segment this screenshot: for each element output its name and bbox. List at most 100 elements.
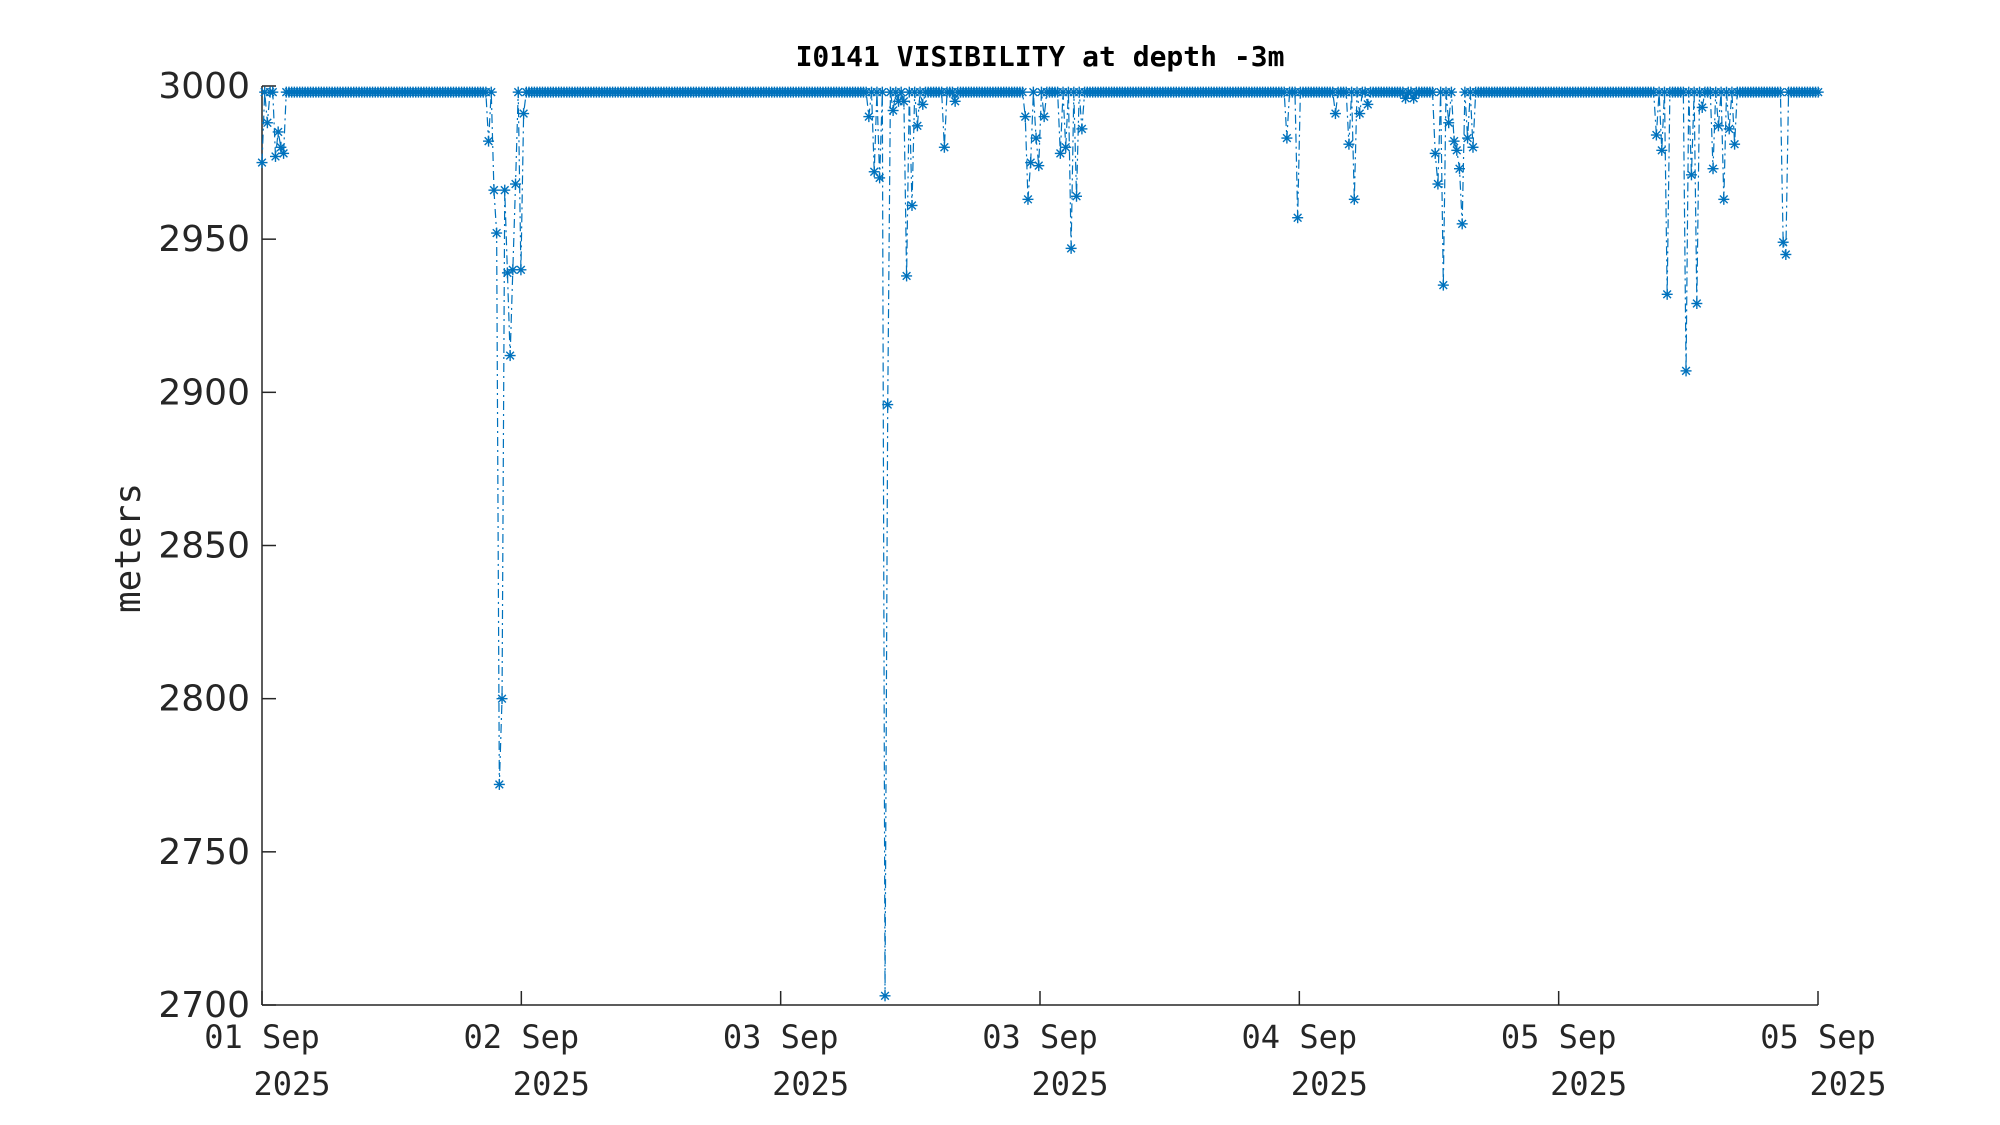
data-point bbox=[1076, 123, 1088, 135]
data-point bbox=[485, 86, 497, 98]
data-point bbox=[1712, 120, 1724, 132]
data-point bbox=[879, 990, 891, 1002]
data-point bbox=[483, 135, 495, 147]
y-tick-label: 2850 bbox=[158, 526, 250, 567]
data-point bbox=[1022, 193, 1034, 205]
data-point bbox=[1696, 101, 1708, 113]
x-tick-label-date: 03 Sep bbox=[723, 1018, 839, 1056]
data-point bbox=[1017, 86, 1029, 98]
series-line bbox=[261, 89, 1819, 996]
data-point bbox=[895, 86, 907, 98]
data-point bbox=[278, 147, 290, 159]
y-tick-label: 2750 bbox=[158, 832, 250, 873]
data-point bbox=[1437, 279, 1449, 291]
x-tick-label-year: 2025 bbox=[1291, 1065, 1368, 1103]
data-point bbox=[1443, 117, 1455, 129]
data-point bbox=[1362, 98, 1374, 110]
data-point bbox=[1812, 86, 1824, 98]
chart-title: I0141 VISIBILITY at depth -3m bbox=[796, 40, 1285, 73]
series-markers bbox=[256, 86, 1824, 1002]
data-point bbox=[1685, 169, 1697, 181]
x-tick-label-date: 05 Sep bbox=[1760, 1018, 1876, 1056]
data-point bbox=[1348, 193, 1360, 205]
data-point bbox=[1661, 288, 1673, 300]
y-tick-label: 2900 bbox=[158, 372, 250, 413]
data-point bbox=[256, 157, 268, 169]
data-point bbox=[911, 120, 923, 132]
y-tick-label: 3000 bbox=[158, 66, 250, 107]
x-tick-label-year: 2025 bbox=[1809, 1065, 1886, 1103]
data-point bbox=[882, 399, 894, 411]
data-point bbox=[510, 178, 522, 190]
data-point bbox=[1777, 236, 1789, 248]
data-point bbox=[491, 227, 503, 239]
data-point bbox=[1329, 108, 1341, 120]
data-point bbox=[938, 141, 950, 153]
data-point bbox=[1462, 132, 1474, 144]
data-point bbox=[887, 105, 899, 117]
x-tick-label-year: 2025 bbox=[1550, 1065, 1627, 1103]
data-point bbox=[1445, 86, 1457, 98]
data-point bbox=[1780, 248, 1792, 260]
data-point bbox=[272, 126, 284, 138]
data-point bbox=[1432, 178, 1444, 190]
x-tick-label-year: 2025 bbox=[513, 1065, 590, 1103]
data-point bbox=[1025, 157, 1037, 169]
y-tick-label: 2800 bbox=[158, 679, 250, 720]
y-ticks: 2700 2750 2800 2850 2900 2950 3000 bbox=[158, 66, 276, 1026]
data-point bbox=[1065, 242, 1077, 254]
data-point bbox=[269, 150, 281, 162]
data-point bbox=[863, 111, 875, 123]
x-tick-label-date: 03 Sep bbox=[982, 1018, 1098, 1056]
x-tick-label-year: 2025 bbox=[772, 1065, 849, 1103]
data-point bbox=[267, 86, 279, 98]
data-point bbox=[1354, 108, 1366, 120]
x-tick-label-date: 02 Sep bbox=[464, 1018, 580, 1056]
data-point bbox=[1038, 111, 1050, 123]
data-point bbox=[906, 199, 918, 211]
data-point bbox=[1691, 298, 1703, 309]
data-point bbox=[1448, 135, 1460, 147]
data-point bbox=[1729, 138, 1741, 150]
x-tick-label-date: 05 Sep bbox=[1501, 1018, 1617, 1056]
data-point bbox=[1680, 365, 1692, 377]
data-point bbox=[1071, 190, 1083, 202]
data-point bbox=[488, 184, 500, 196]
data-point bbox=[949, 95, 961, 107]
data-point bbox=[1281, 132, 1293, 144]
data-point bbox=[1030, 132, 1042, 144]
x-ticks: 01 Sep 2025 02 Sep 2025 03 Sep 2025 03 Sep 2025… bbox=[204, 991, 1887, 1103]
data-point bbox=[1343, 138, 1355, 150]
y-tick-label: 2950 bbox=[158, 219, 250, 260]
data-point bbox=[898, 95, 910, 107]
data-point bbox=[1707, 163, 1719, 175]
data-point bbox=[496, 693, 508, 705]
data-point bbox=[901, 270, 913, 282]
data-point bbox=[512, 86, 524, 98]
data-point bbox=[504, 350, 516, 362]
data-point bbox=[1019, 111, 1031, 123]
x-tick-label-year: 2025 bbox=[253, 1065, 330, 1103]
data-point bbox=[515, 264, 527, 276]
data-point bbox=[1429, 147, 1441, 159]
data-point bbox=[1060, 141, 1072, 153]
data-point bbox=[518, 108, 530, 120]
data-point bbox=[261, 117, 273, 129]
data-point bbox=[917, 98, 929, 110]
data-point bbox=[499, 184, 511, 196]
data-point bbox=[1650, 129, 1662, 141]
data-point bbox=[1456, 218, 1468, 230]
data-point bbox=[1467, 141, 1479, 153]
data-point bbox=[493, 778, 505, 790]
data-point bbox=[1033, 160, 1045, 172]
x-tick-label-date: 04 Sep bbox=[1242, 1018, 1358, 1056]
data-point bbox=[874, 172, 886, 184]
data-point bbox=[1292, 212, 1304, 224]
data-point bbox=[1454, 163, 1465, 175]
data-point bbox=[1723, 123, 1735, 135]
x-tick-label-date: 01 Sep bbox=[204, 1018, 320, 1056]
y-axis-label: meters bbox=[108, 483, 149, 613]
data-point bbox=[1656, 144, 1668, 156]
data-point bbox=[1451, 144, 1463, 156]
